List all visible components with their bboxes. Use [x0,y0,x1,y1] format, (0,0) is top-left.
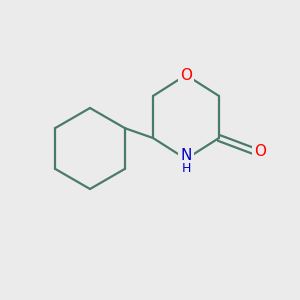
Text: O: O [254,144,266,159]
Text: O: O [180,68,192,82]
Text: H: H [181,162,191,175]
Text: N: N [180,148,192,164]
